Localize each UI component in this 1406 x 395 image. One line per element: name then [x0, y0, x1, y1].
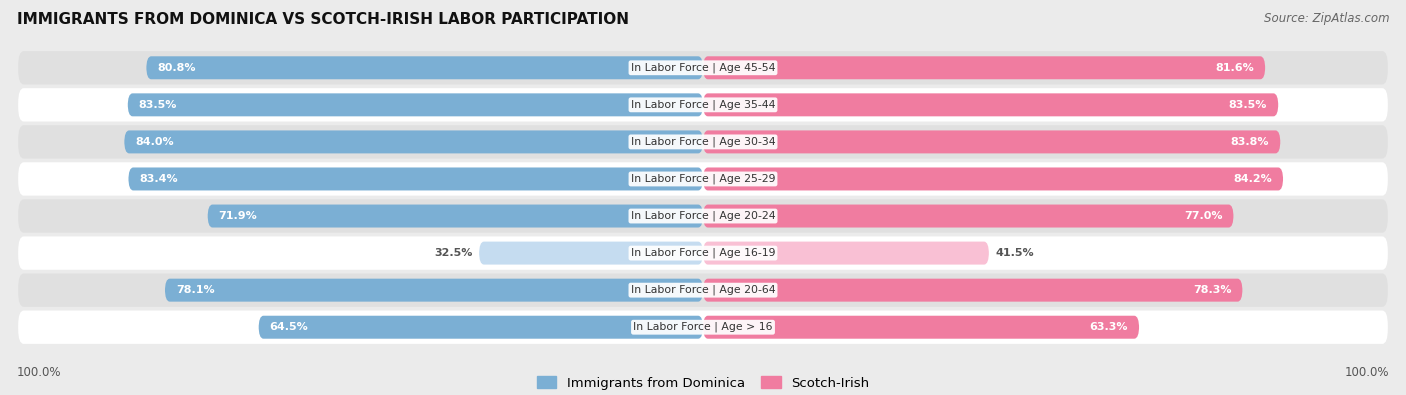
- Text: In Labor Force | Age 20-24: In Labor Force | Age 20-24: [631, 211, 775, 221]
- Text: 81.6%: 81.6%: [1215, 63, 1254, 73]
- FancyBboxPatch shape: [703, 93, 1278, 117]
- Text: 63.3%: 63.3%: [1090, 322, 1128, 332]
- Text: In Labor Force | Age 35-44: In Labor Force | Age 35-44: [631, 100, 775, 110]
- Text: 83.8%: 83.8%: [1230, 137, 1270, 147]
- FancyBboxPatch shape: [18, 125, 1388, 158]
- FancyBboxPatch shape: [165, 278, 703, 302]
- Text: In Labor Force | Age > 16: In Labor Force | Age > 16: [633, 322, 773, 333]
- Text: 64.5%: 64.5%: [270, 322, 308, 332]
- Text: In Labor Force | Age 20-64: In Labor Force | Age 20-64: [631, 285, 775, 295]
- Legend: Immigrants from Dominica, Scotch-Irish: Immigrants from Dominica, Scotch-Irish: [531, 371, 875, 395]
- Text: IMMIGRANTS FROM DOMINICA VS SCOTCH-IRISH LABOR PARTICIPATION: IMMIGRANTS FROM DOMINICA VS SCOTCH-IRISH…: [17, 12, 628, 27]
- FancyBboxPatch shape: [479, 242, 703, 265]
- FancyBboxPatch shape: [703, 56, 1265, 79]
- FancyBboxPatch shape: [18, 237, 1388, 270]
- Text: 83.5%: 83.5%: [1229, 100, 1267, 110]
- Text: 78.1%: 78.1%: [176, 285, 215, 295]
- Text: 84.2%: 84.2%: [1233, 174, 1272, 184]
- FancyBboxPatch shape: [18, 162, 1388, 196]
- FancyBboxPatch shape: [703, 278, 1243, 302]
- FancyBboxPatch shape: [703, 205, 1233, 228]
- Text: 32.5%: 32.5%: [434, 248, 472, 258]
- FancyBboxPatch shape: [18, 310, 1388, 344]
- Text: 83.5%: 83.5%: [139, 100, 177, 110]
- Text: In Labor Force | Age 45-54: In Labor Force | Age 45-54: [631, 62, 775, 73]
- FancyBboxPatch shape: [128, 93, 703, 117]
- Text: 78.3%: 78.3%: [1192, 285, 1232, 295]
- FancyBboxPatch shape: [208, 205, 703, 228]
- Text: 84.0%: 84.0%: [135, 137, 174, 147]
- Text: 71.9%: 71.9%: [219, 211, 257, 221]
- FancyBboxPatch shape: [146, 56, 703, 79]
- FancyBboxPatch shape: [703, 167, 1284, 190]
- Text: 41.5%: 41.5%: [995, 248, 1035, 258]
- FancyBboxPatch shape: [703, 130, 1281, 153]
- FancyBboxPatch shape: [18, 273, 1388, 307]
- Text: In Labor Force | Age 16-19: In Labor Force | Age 16-19: [631, 248, 775, 258]
- Text: 77.0%: 77.0%: [1184, 211, 1222, 221]
- FancyBboxPatch shape: [703, 242, 988, 265]
- FancyBboxPatch shape: [703, 316, 1139, 339]
- FancyBboxPatch shape: [124, 130, 703, 153]
- FancyBboxPatch shape: [18, 199, 1388, 233]
- FancyBboxPatch shape: [259, 316, 703, 339]
- Text: 100.0%: 100.0%: [17, 366, 62, 379]
- FancyBboxPatch shape: [18, 51, 1388, 85]
- Text: 83.4%: 83.4%: [139, 174, 179, 184]
- FancyBboxPatch shape: [18, 88, 1388, 122]
- FancyBboxPatch shape: [128, 167, 703, 190]
- Text: 100.0%: 100.0%: [1344, 366, 1389, 379]
- Text: Source: ZipAtlas.com: Source: ZipAtlas.com: [1264, 12, 1389, 25]
- Text: In Labor Force | Age 25-29: In Labor Force | Age 25-29: [631, 174, 775, 184]
- Text: In Labor Force | Age 30-34: In Labor Force | Age 30-34: [631, 137, 775, 147]
- Text: 80.8%: 80.8%: [157, 63, 195, 73]
